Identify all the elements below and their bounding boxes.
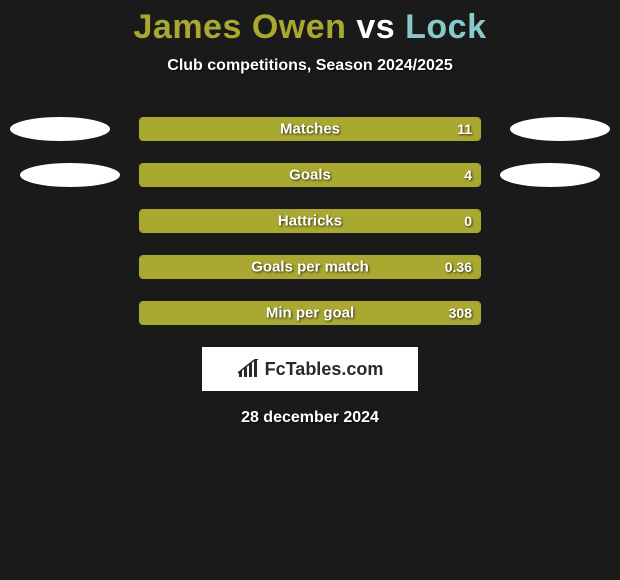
stat-value: 4: [464, 167, 472, 183]
stat-row-goals: Goals 4: [0, 163, 620, 187]
stat-label: Min per goal: [266, 305, 354, 322]
stat-value: 11: [457, 121, 472, 137]
stat-label: Goals per match: [251, 259, 369, 276]
stats-comparison-chart: Matches 11 Goals 4 Hattricks 0 Goals per…: [0, 117, 620, 325]
page-title: James Owen vs Lock: [0, 0, 620, 47]
source-logo: FcTables.com: [202, 347, 418, 391]
stat-bar: Goals per match 0.36: [139, 255, 481, 279]
player2-placeholder-icon: [500, 163, 600, 187]
snapshot-date: 28 december 2024: [0, 409, 620, 427]
stat-value: 308: [449, 305, 472, 321]
bar-chart-icon: [237, 359, 259, 379]
stat-bar: Goals 4: [139, 163, 481, 187]
stat-bar: Min per goal 308: [139, 301, 481, 325]
stat-value: 0: [464, 213, 472, 229]
player1-name: James Owen: [134, 8, 347, 46]
stat-label: Goals: [289, 167, 331, 184]
player2-name: Lock: [405, 8, 486, 46]
player1-placeholder-icon: [10, 117, 110, 141]
stat-label: Matches: [280, 121, 340, 138]
vs-separator: vs: [356, 8, 395, 46]
stat-row-min-per-goal: Min per goal 308: [0, 301, 620, 325]
stat-row-hattricks: Hattricks 0: [0, 209, 620, 233]
stat-value: 0.36: [445, 259, 472, 275]
player1-placeholder-icon: [20, 163, 120, 187]
stat-label: Hattricks: [278, 213, 342, 230]
stat-row-goals-per-match: Goals per match 0.36: [0, 255, 620, 279]
stat-row-matches: Matches 11: [0, 117, 620, 141]
player2-placeholder-icon: [510, 117, 610, 141]
subtitle: Club competitions, Season 2024/2025: [0, 57, 620, 75]
logo-text: FcTables.com: [265, 359, 384, 380]
stat-bar: Hattricks 0: [139, 209, 481, 233]
stat-bar: Matches 11: [139, 117, 481, 141]
